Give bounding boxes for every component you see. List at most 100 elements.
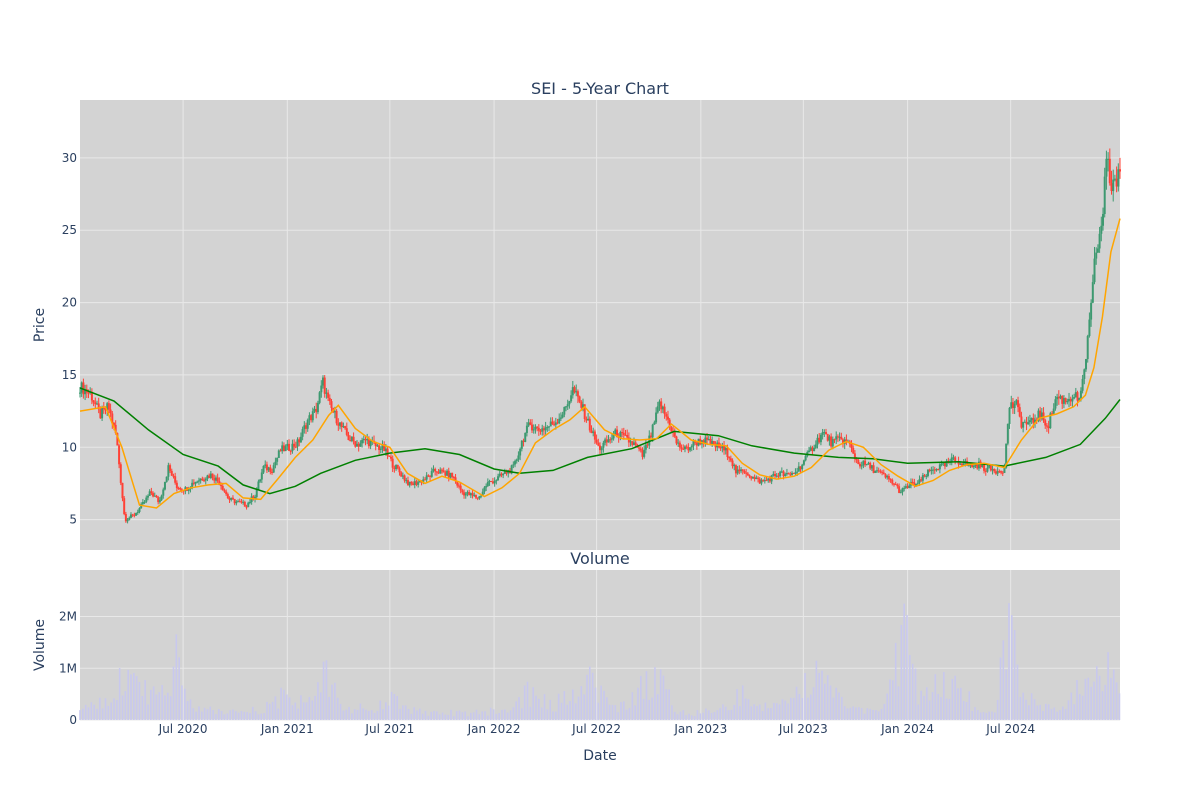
volume-bar [192, 708, 195, 720]
volume-bar [838, 692, 840, 720]
candle-body [559, 417, 562, 419]
candle-body [1102, 213, 1105, 226]
volume-bar [758, 704, 761, 720]
candle-body [595, 439, 598, 443]
volume-bar [453, 716, 455, 720]
candle-body [804, 456, 807, 461]
candle-body [570, 395, 573, 402]
candle-body [889, 479, 892, 481]
candle-body [454, 477, 457, 482]
volume-bar [991, 711, 993, 720]
volume-bar [869, 708, 871, 720]
candle-body [612, 434, 615, 439]
volume-bar [600, 685, 602, 720]
volume-bar [690, 715, 693, 720]
volume-bar [591, 672, 594, 720]
candle-body [272, 465, 275, 473]
volume-bar [348, 706, 350, 720]
x-tick-label: Jul 2022 [571, 722, 621, 736]
candle-body [135, 512, 138, 516]
candle-body [289, 450, 292, 452]
candle-body [1047, 426, 1050, 429]
volume-bar [345, 709, 348, 720]
candle-body [932, 469, 935, 471]
candle-body [600, 447, 603, 451]
candle-body [678, 442, 681, 448]
volume-bar [1019, 697, 1022, 720]
volume-bar [402, 705, 404, 720]
candle-body [1113, 178, 1116, 180]
candle-body [500, 473, 503, 476]
volume-bar [1104, 684, 1107, 720]
volume-bar [450, 709, 452, 720]
candle-body [695, 442, 698, 446]
volume-bar [1050, 708, 1053, 720]
candle-body [780, 471, 783, 473]
candle-body [449, 472, 452, 478]
candle-body [291, 443, 294, 452]
candle-body [524, 432, 527, 442]
candle-body [916, 482, 919, 484]
volume-bar [880, 708, 883, 720]
candle-body [801, 464, 804, 470]
candle-body [833, 439, 836, 441]
candle-body [495, 480, 498, 482]
candle-body [488, 481, 491, 483]
volume-bar [937, 693, 939, 720]
volume-bar [365, 709, 367, 720]
volume-bar [215, 714, 217, 720]
candle-body [192, 482, 195, 484]
candle-body [554, 422, 557, 425]
candle-body [1034, 419, 1037, 423]
candle-body [626, 435, 629, 438]
candle-body [753, 476, 756, 480]
candle-body [264, 464, 267, 466]
volume-bar [801, 697, 804, 720]
candle-body [998, 471, 1001, 473]
candle-body [315, 408, 318, 413]
volume-bar [433, 710, 435, 720]
volume-bar [730, 709, 733, 720]
volume-bar [843, 706, 846, 720]
candle-body [1028, 420, 1031, 423]
candle-body [1074, 392, 1077, 398]
candle-body [143, 501, 146, 503]
volume-bar [1081, 695, 1084, 720]
volume-bar [396, 696, 399, 720]
volume-bar [118, 667, 121, 720]
volume-bar [679, 711, 682, 720]
candle-body [660, 401, 663, 410]
volume-bar [427, 715, 430, 720]
candle-body [1006, 423, 1009, 444]
volume-bar [495, 713, 498, 720]
candle-body [298, 439, 301, 443]
candle-body [97, 403, 100, 410]
volume-bar [620, 702, 622, 720]
volume-bar [909, 654, 911, 720]
candle-body [828, 436, 831, 441]
candle-body [792, 472, 795, 474]
candle-body [923, 475, 926, 477]
candle-body [886, 476, 889, 478]
candle-body [201, 478, 204, 481]
candle-body [175, 482, 178, 489]
candle-body [689, 447, 692, 451]
candle-body [583, 404, 586, 419]
candle-body [531, 424, 534, 431]
candle-body [638, 447, 641, 449]
candle-body [823, 432, 826, 434]
candle-body [763, 480, 766, 482]
candle-body [762, 480, 765, 482]
candle-body [369, 440, 372, 447]
candle-body [451, 472, 454, 477]
candle-body [904, 486, 907, 488]
candle-body [894, 484, 897, 486]
volume-bar [775, 703, 778, 720]
candle-body [94, 402, 97, 405]
candle-body [911, 481, 914, 483]
volume-bar [756, 705, 758, 720]
candle-body [1119, 169, 1121, 172]
candle-body [305, 425, 308, 429]
candle-body [199, 478, 202, 481]
volume-bar [835, 687, 838, 720]
